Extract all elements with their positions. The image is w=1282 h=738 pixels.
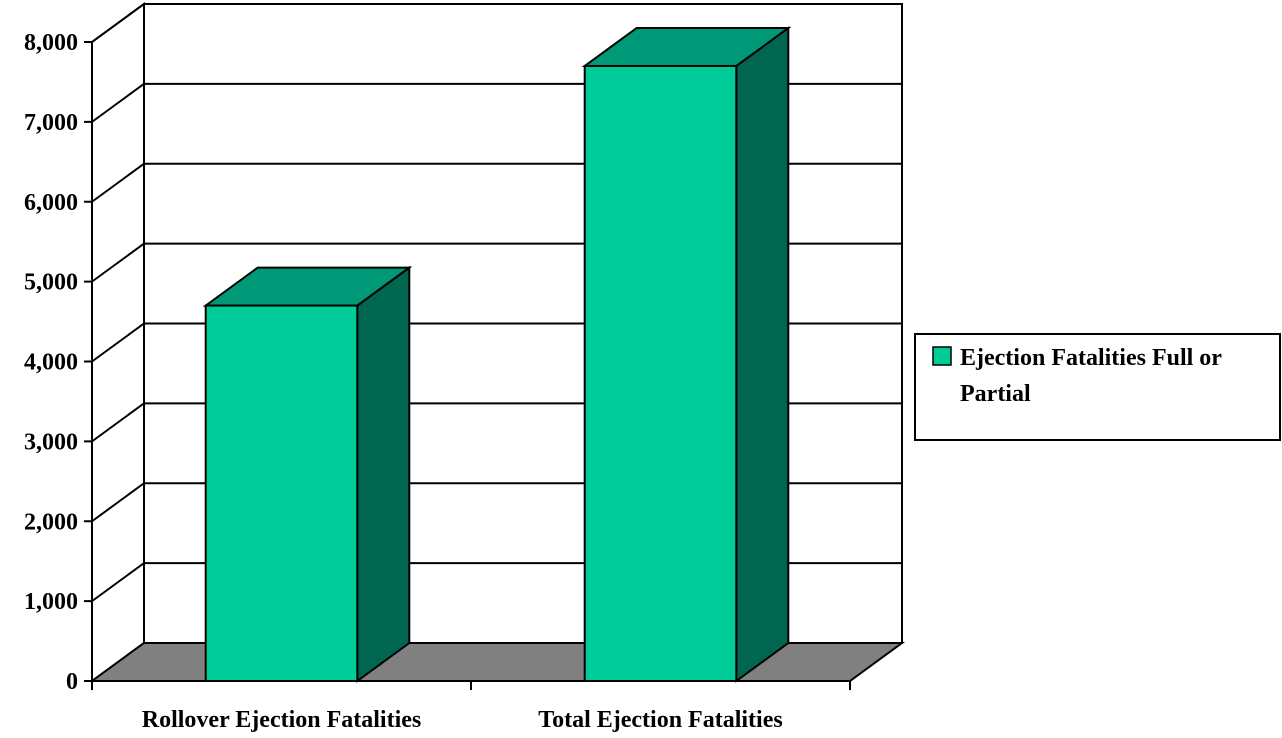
bar-side-face: [356, 265, 411, 683]
bar-front-face: [583, 64, 738, 682]
legend-swatch: [932, 346, 952, 366]
y-tick-labels: 0 1,000 2,000 3,000 4,000 5,000 6,000 7,000 8,00…: [24, 30, 78, 695]
bar-front-face: [204, 304, 359, 682]
legend-label-line-1: Ejection Fatalities Full or: [960, 345, 1222, 371]
y-tick-label: 6,000: [24, 190, 78, 216]
x-category-label: Total Ejection Fatalities: [538, 707, 782, 733]
bar-side-face: [735, 25, 790, 683]
category-labels: Rollover Ejection Fatalities Total Ejecti…: [142, 707, 783, 733]
bars: [202, 25, 792, 683]
gridline: [91, 3, 902, 43]
y-tick-label: 5,000: [24, 270, 78, 296]
legend-label-line-2: Partial: [960, 381, 1031, 407]
bar: [581, 25, 792, 683]
x-category-label: Rollover Ejection Fatalities: [142, 707, 422, 733]
y-tick-label: 1,000: [24, 589, 78, 615]
y-tick-label: 7,000: [24, 110, 78, 136]
y-tick-label: 0: [66, 669, 78, 695]
legend-box: [914, 333, 1281, 441]
y-tick-label: 4,000: [24, 350, 78, 376]
legend: Ejection Fatalities Full or Partial: [914, 333, 1281, 441]
y-tick-label: 2,000: [24, 509, 78, 535]
bar: [202, 265, 413, 683]
y-tick-label: 3,000: [24, 429, 78, 455]
y-tick-label: 8,000: [24, 30, 78, 56]
